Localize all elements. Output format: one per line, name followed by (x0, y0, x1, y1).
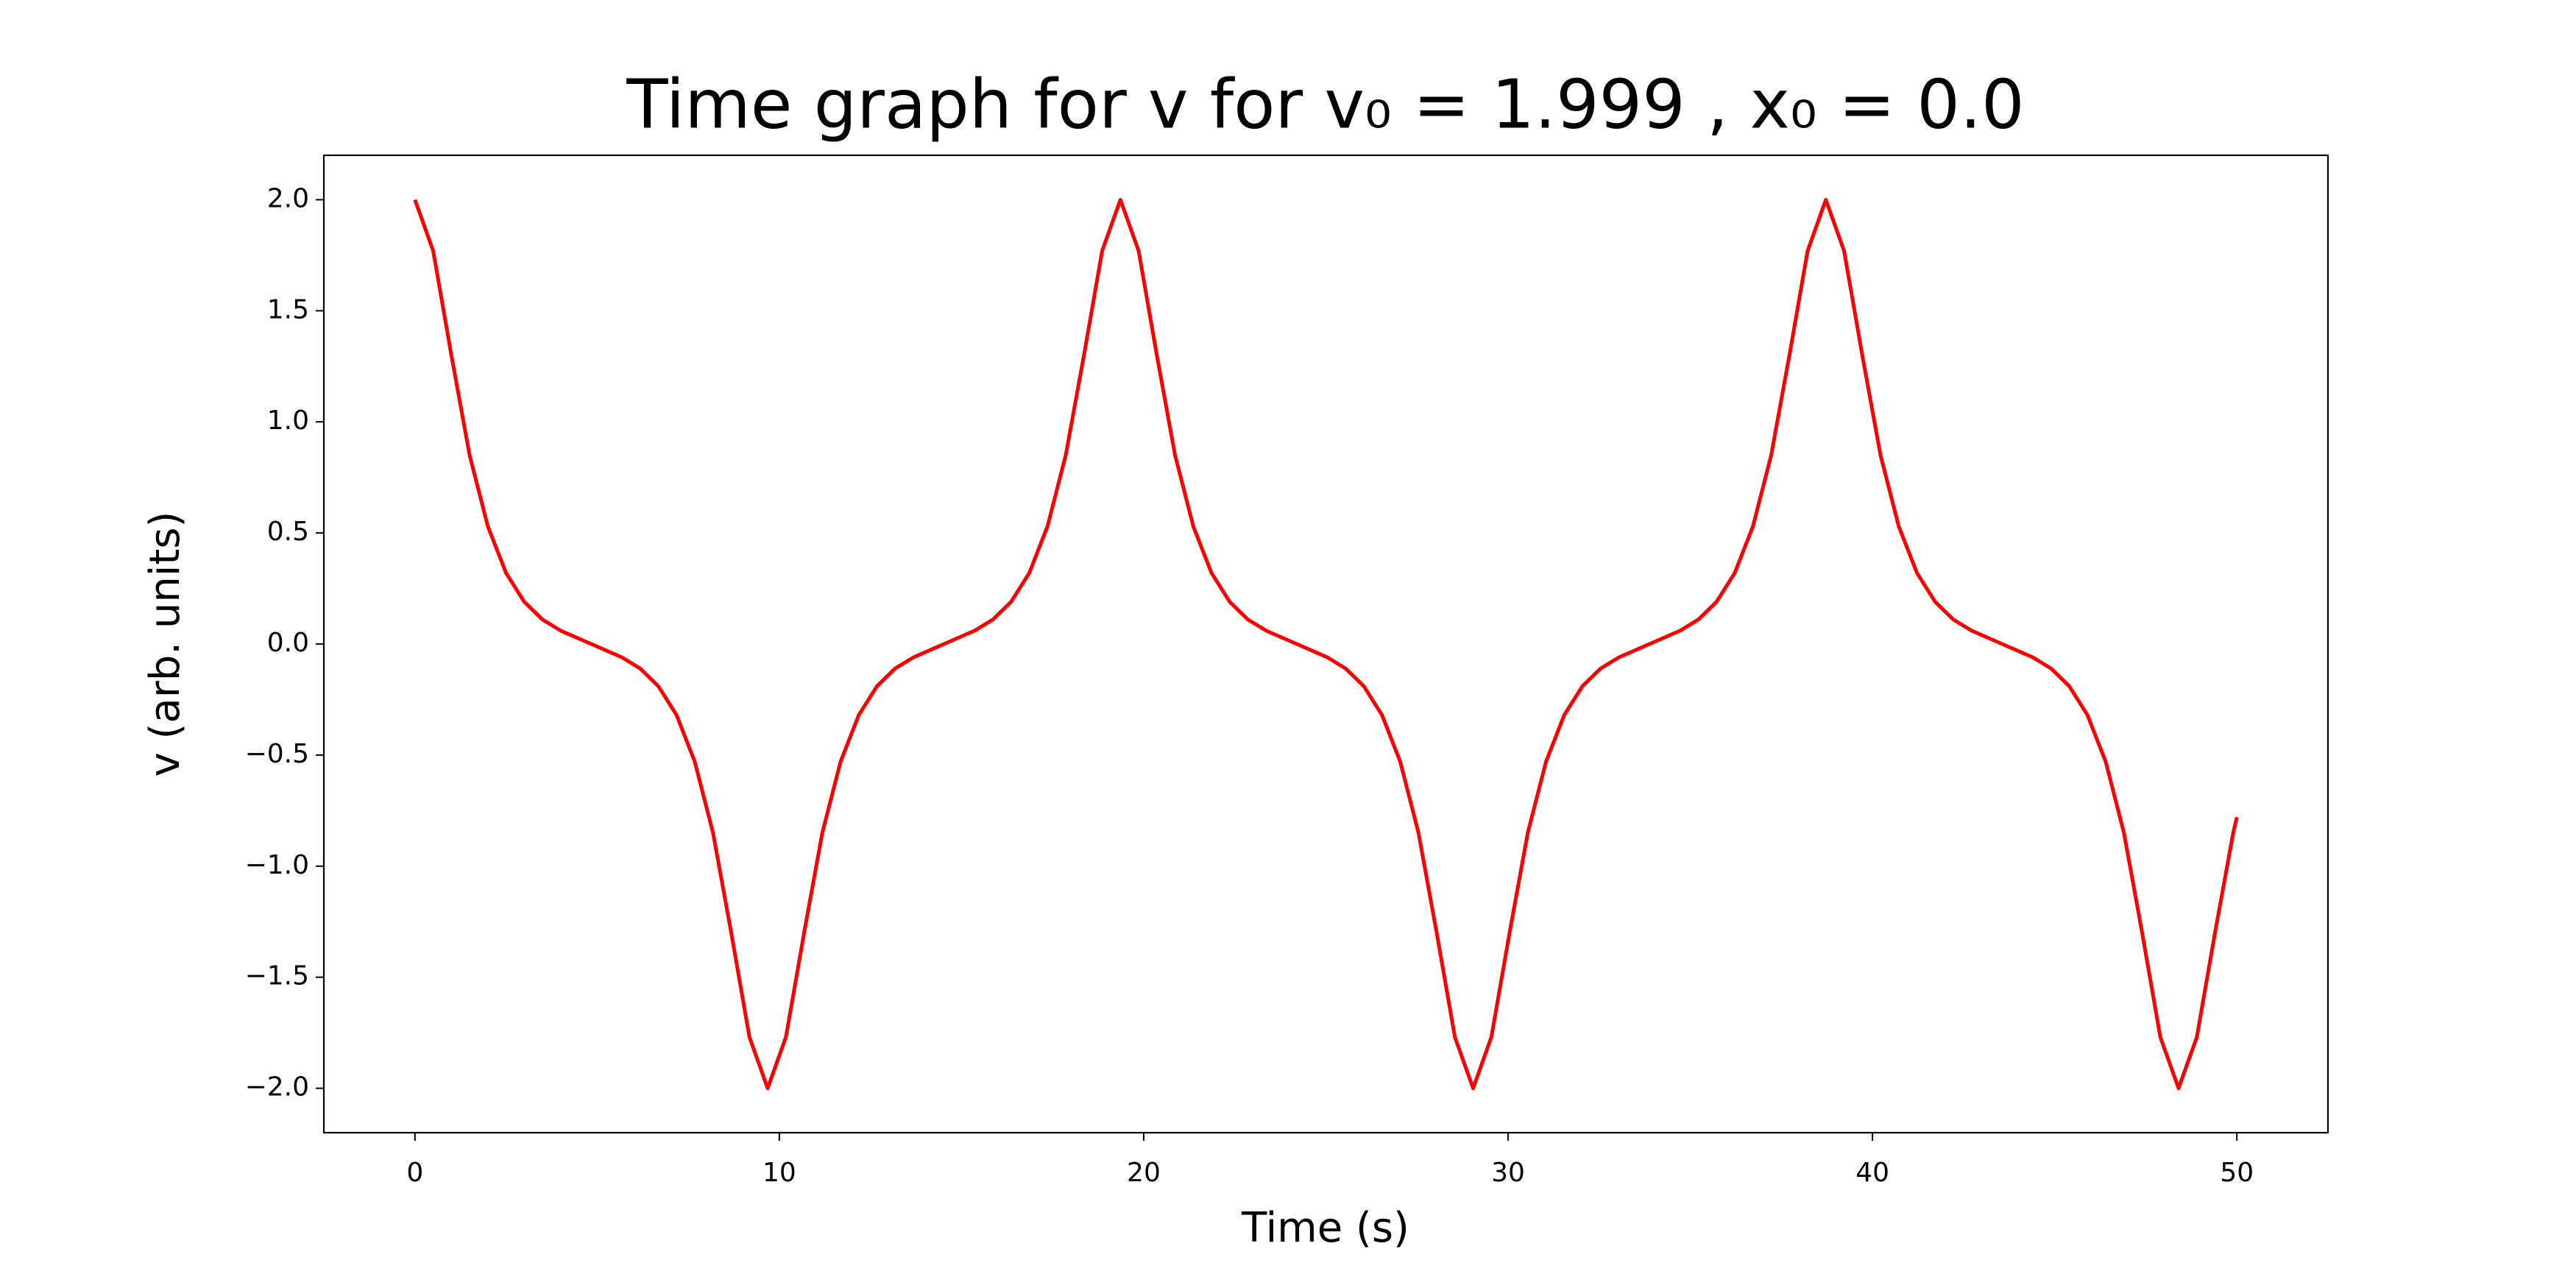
chart-title: Time graph for v for v₀ = 1.999 , x₀ = 0… (626, 65, 2024, 144)
y-axis-label: v (arb. units) (141, 512, 189, 777)
data-line (413, 197, 2239, 1091)
y-tick-label: 2.0 (267, 183, 309, 213)
y-tick-label: 0.5 (267, 517, 309, 547)
y-tick-label: 1.5 (267, 294, 309, 325)
x-tick-label: 20 (1127, 1158, 1161, 1188)
y-tick-label: −1.5 (245, 961, 309, 991)
x-tick-label: 10 (762, 1158, 796, 1188)
x-axis-label: Time (s) (1241, 1204, 1409, 1252)
y-tick-label: −0.5 (245, 739, 309, 769)
y-tick-label: 1.0 (267, 406, 309, 436)
plot-frame (322, 154, 2329, 1134)
x-tick-label: 40 (1855, 1158, 1889, 1188)
y-tick-label: −1.0 (245, 850, 309, 880)
x-tick-label: 0 (406, 1158, 423, 1188)
y-tick-label: 0.0 (267, 628, 309, 658)
y-tick-label: −2.0 (245, 1072, 309, 1103)
x-tick-label: 30 (1491, 1158, 1525, 1188)
x-tick-label: 50 (2220, 1158, 2254, 1188)
